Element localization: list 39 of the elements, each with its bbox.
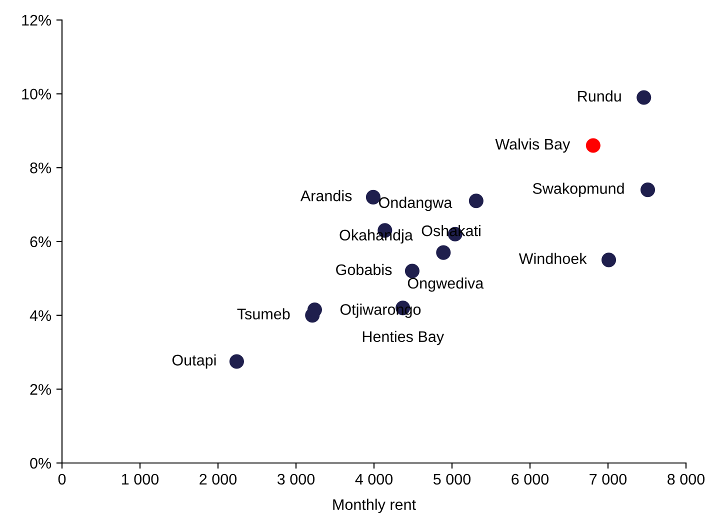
point: [640, 182, 656, 198]
x-tick-label: 7 000: [590, 474, 627, 485]
point: [586, 138, 600, 153]
annotation: Ongwediva: [408, 277, 484, 292]
y-tick-label: 8%: [30, 162, 52, 174]
x-tick-label: 5 000: [433, 474, 471, 485]
y-tick-label: 12%: [22, 14, 52, 26]
annotation: Outapi: [172, 354, 216, 369]
x-tick-label: 2 000: [200, 474, 237, 485]
y-tick-label: 6%: [30, 236, 52, 248]
annotation: Swakopmund: [532, 182, 624, 197]
x-tick-label: 4 000: [355, 474, 393, 485]
y-tick-label: 0%: [30, 458, 52, 469]
annotation: Henties Bay: [362, 330, 444, 346]
annotation: Ondangwa: [379, 196, 452, 212]
annotation: Okahandja: [340, 229, 413, 244]
x-tick-label: 8 000: [668, 474, 705, 485]
point: [601, 252, 616, 268]
point: [436, 245, 451, 260]
x-tick-label: 6 000: [512, 474, 549, 485]
point: [636, 90, 652, 105]
annotation: Tsumeb: [237, 308, 290, 320]
point: [307, 302, 322, 318]
x-tick-label: 0: [58, 474, 66, 485]
annotation: Arandis: [300, 190, 352, 202]
point: [229, 354, 244, 369]
x-axis-title: Monthly rent: [333, 498, 416, 514]
annotation: Windhoek: [518, 252, 587, 264]
y-tick-label: 10%: [22, 88, 52, 100]
point: [404, 264, 420, 278]
annotation: Rundu: [578, 90, 621, 102]
annotation: Walvis Bay: [495, 138, 570, 153]
x-tick-label: 3 000: [277, 474, 315, 485]
point: [366, 190, 381, 204]
point: [468, 194, 484, 208]
y-tick-label: 4%: [30, 310, 52, 321]
y-tick-label: 2%: [30, 384, 52, 395]
x-tick-label: 1 000: [122, 474, 159, 485]
annotation: Gobabis: [336, 264, 392, 276]
